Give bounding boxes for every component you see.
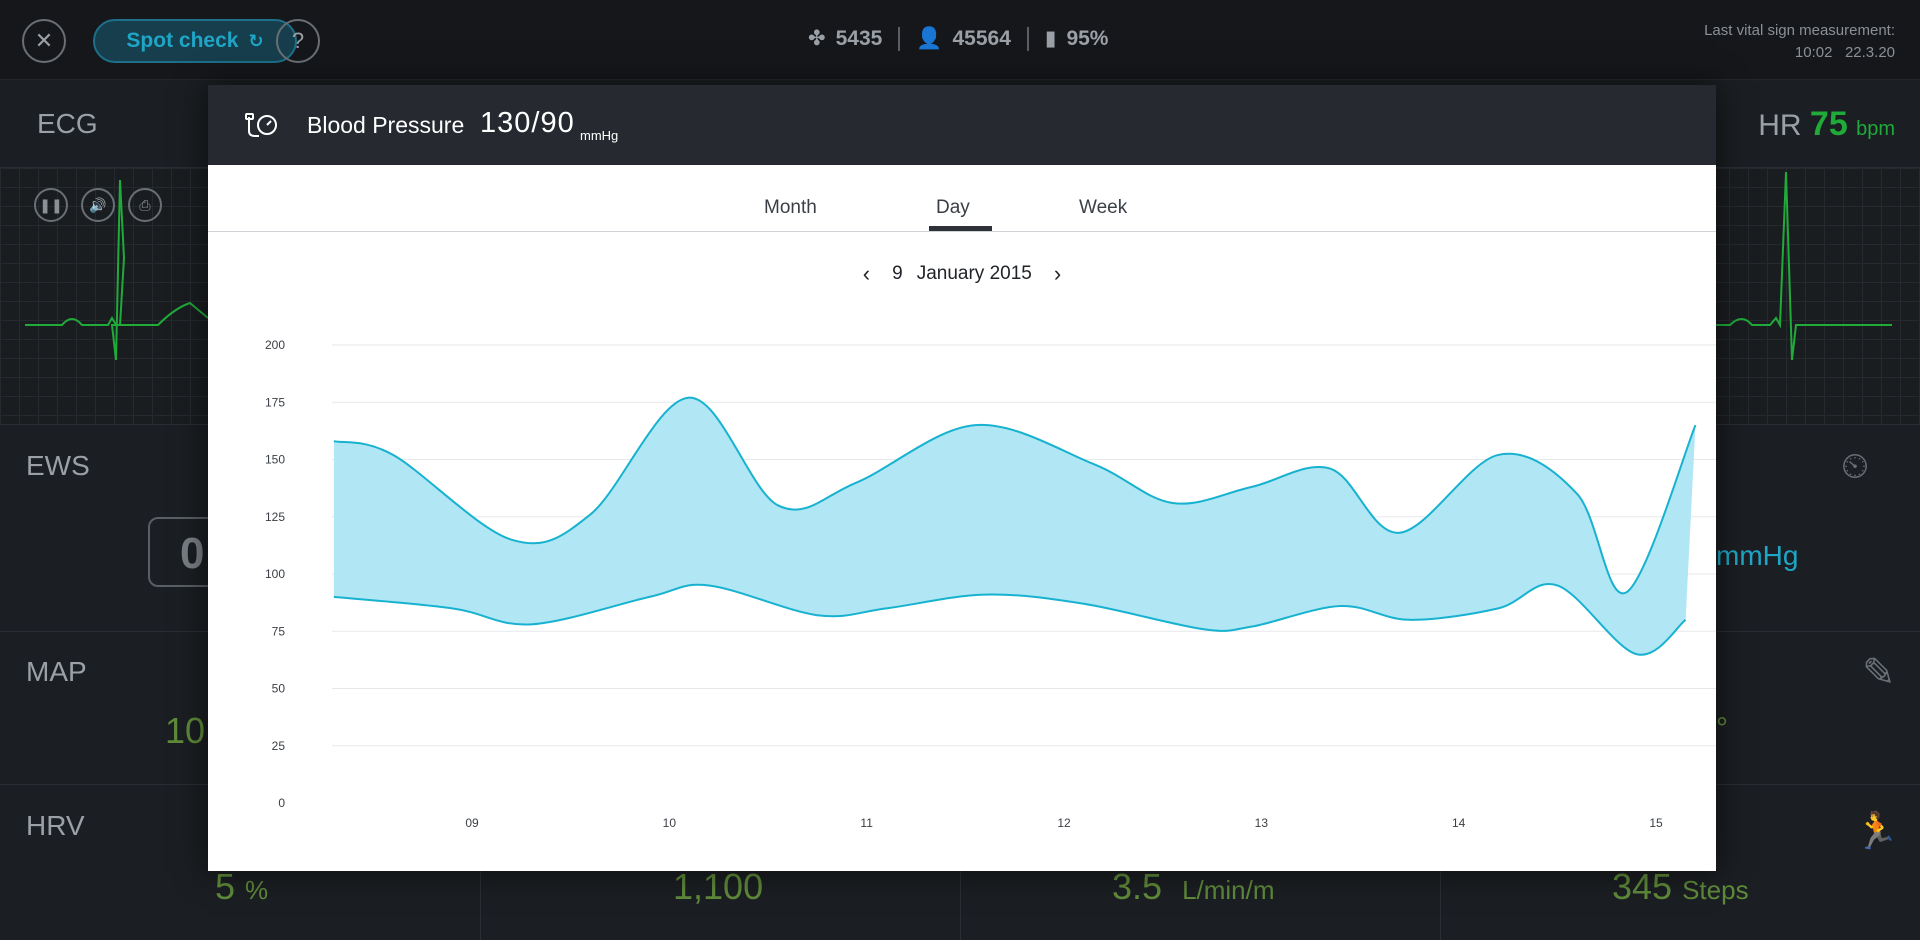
dialog-header: Blood Pressure 130/90 mmHg [208,85,1716,165]
speaker-icon: 🔊 [89,196,107,213]
hr-readout: HR 75 bpm [1758,105,1895,144]
last-measurement: Last vital sign measurement: 10:02 22.3.… [1704,20,1895,64]
map-label: MAP [26,656,87,687]
ecg-label: ECG [37,108,98,139]
close-icon: ✕ [34,28,54,53]
pause-button[interactable]: ❚❚ [34,188,68,222]
ecg-trace [25,171,1892,361]
blood-pressure-chart: 0 25 50 75 100 125 150 175 200 09 10 11 12 13 14 15 [265,338,1716,830]
x-tick-label: 14 [1452,816,1466,830]
hr-label: HR [1758,109,1802,142]
top-bar: ✕ Spot check ↻ ? ✤ 5435 👤 45564 ▮ 95% La… [0,0,1920,80]
y-tick-label: 200 [265,338,285,352]
tile-2-value: 1,100 [673,866,764,907]
last-measurement-time: 10:02 [1794,44,1833,61]
tab-week[interactable]: Week [1079,197,1128,218]
hrv-label: HRV [26,810,85,841]
next-day-button[interactable]: › [1053,261,1062,286]
steps-value: 345 [1612,866,1673,907]
tile-3-value: 3.5 [1112,866,1163,907]
print-button[interactable]: ⎙ [128,188,162,222]
date-month-year: January 2015 [916,263,1032,284]
y-tick-label: 50 [272,682,286,696]
y-tick-label: 75 [272,624,286,638]
y-tick-label: 125 [265,510,285,524]
divider [1026,26,1029,51]
steps-unit: Steps [1682,875,1749,905]
map-value: 10 [165,710,206,751]
hr-value: 75 [1809,105,1848,143]
help-icon: ? [291,28,305,53]
divider [898,26,901,51]
bp-unit: mmHg [1716,540,1799,571]
hr-unit: bpm [1856,118,1895,140]
battery-icon: ▮ [1044,27,1057,50]
systolic-line [333,396,1697,595]
tile-3-value-group: 3.5 L/min/m [1112,866,1275,908]
y-tick-label: 100 [265,567,285,581]
thermometer-icon: ✎ [1862,651,1896,695]
x-tick-label: 12 [1057,816,1071,830]
last-measurement-date: 22.3.20 [1844,44,1895,61]
diastolic-line [333,583,1687,656]
close-button[interactable]: ✕ [22,19,66,63]
printer-icon: ⎙ [139,196,151,213]
period-tabs [208,165,1716,232]
steps-value-group: 345 Steps [1612,866,1749,908]
refresh-icon: ↻ [248,30,264,51]
dialog-title: Blood Pressure [307,112,465,138]
counter-2: 45564 [952,26,1011,50]
x-tick-label: 10 [663,816,677,830]
temperature-unit: ° [1716,712,1728,745]
y-tick-label: 150 [265,453,285,467]
previous-day-button[interactable]: ‹ [862,261,871,286]
clover-icon: ✤ [808,27,826,50]
bp-value: 130/90 [480,107,575,139]
help-button[interactable]: ? [276,19,320,63]
sound-button[interactable]: 🔊 [81,188,115,222]
tab-month[interactable]: Month [764,197,817,218]
spot-check-button[interactable]: Spot check ↻ [93,19,297,63]
hrv-value: 5 [215,866,236,907]
hrv-value-group: 5 % [215,866,268,908]
blood-pressure-icon: ⏲ [1841,445,1870,486]
spot-check-label: Spot check [126,29,239,52]
date-navigator: ‹ 9 January 2015 › [208,261,1716,287]
blood-pressure-dialog: Blood Pressure 130/90 mmHg Month Day Wee… [208,85,1716,871]
hrv-unit: % [245,875,269,905]
user-icon: 👤 [916,26,943,50]
y-tick-label: 0 [278,796,285,810]
x-tick-label: 11 [860,816,873,830]
x-tick-label: 13 [1255,816,1269,830]
x-tick-label: 09 [465,816,479,830]
counter-1: 5435 [835,26,883,50]
active-tab-indicator [929,226,992,231]
tab-day[interactable]: Day [936,197,970,218]
x-tick-label: 15 [1649,816,1663,830]
y-tick-label: 175 [265,395,285,409]
last-measurement-label: Last vital sign measurement: [1704,22,1895,39]
y-tick-label: 25 [272,739,286,753]
running-icon: 🏃 [1854,810,1899,851]
ews-label: EWS [26,450,90,481]
pause-icon: ❚❚ [39,196,63,213]
bp-unit-label: mmHg [580,128,619,143]
status-counters: ✤ 5435 👤 45564 ▮ 95% [808,26,1108,51]
tile-3-unit: L/min/m [1182,875,1275,905]
bp-range-band [333,397,1696,655]
date-day: 9 [892,263,903,284]
blood-pressure-icon [245,113,277,137]
battery-level: 95% [1066,26,1109,50]
